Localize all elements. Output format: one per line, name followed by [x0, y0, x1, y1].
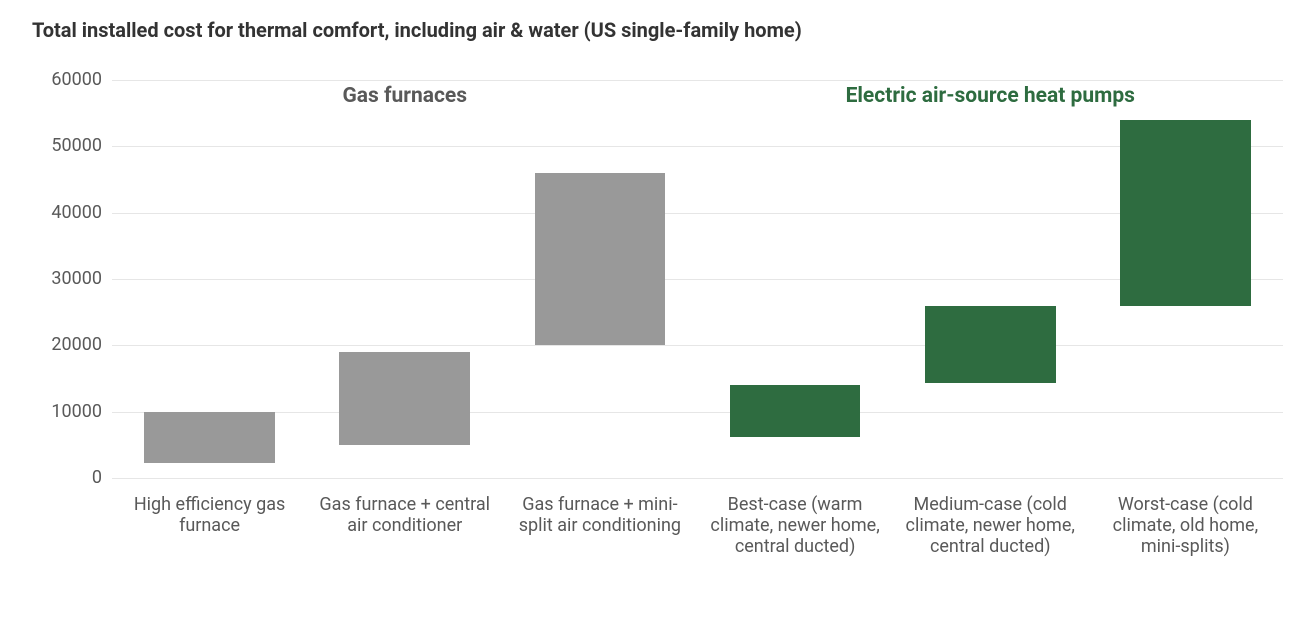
- chart-container: Total installed cost for thermal comfort…: [0, 0, 1313, 641]
- y-tick-label: 40000: [22, 202, 102, 223]
- x-tick-label: Worst-case (cold climate, old home, mini…: [1091, 494, 1280, 557]
- y-tick-label: 10000: [22, 401, 102, 422]
- y-tick-label: 0: [22, 467, 102, 488]
- y-gridline: [112, 345, 1283, 346]
- x-tick-label: Medium-case (cold climate, newer home, c…: [896, 494, 1085, 557]
- y-tick-label: 50000: [22, 135, 102, 156]
- y-tick-label: 20000: [22, 334, 102, 355]
- chart-title: Total installed cost for thermal comfort…: [32, 18, 802, 42]
- group-title: Electric air-source heat pumps: [740, 84, 1240, 108]
- bar-1: [339, 352, 470, 445]
- y-gridline: [112, 478, 1283, 479]
- y-gridline: [112, 213, 1283, 214]
- bar-4: [925, 306, 1056, 384]
- y-tick-label: 60000: [22, 69, 102, 90]
- x-tick-label: Gas furnace + mini-split air conditionin…: [505, 494, 694, 536]
- y-gridline: [112, 146, 1283, 147]
- bar-3: [730, 385, 861, 437]
- x-tick-label: Best-case (warm climate, newer home, cen…: [701, 494, 890, 557]
- y-gridline: [112, 80, 1283, 81]
- bar-2: [535, 173, 666, 345]
- x-tick-label: High efficiency gas furnace: [115, 494, 304, 536]
- bar-5: [1120, 120, 1251, 306]
- group-title: Gas furnaces: [155, 84, 655, 108]
- y-gridline: [112, 412, 1283, 413]
- bar-0: [144, 412, 275, 464]
- y-tick-label: 30000: [22, 268, 102, 289]
- x-tick-label: Gas furnace + central air conditioner: [310, 494, 499, 536]
- y-gridline: [112, 279, 1283, 280]
